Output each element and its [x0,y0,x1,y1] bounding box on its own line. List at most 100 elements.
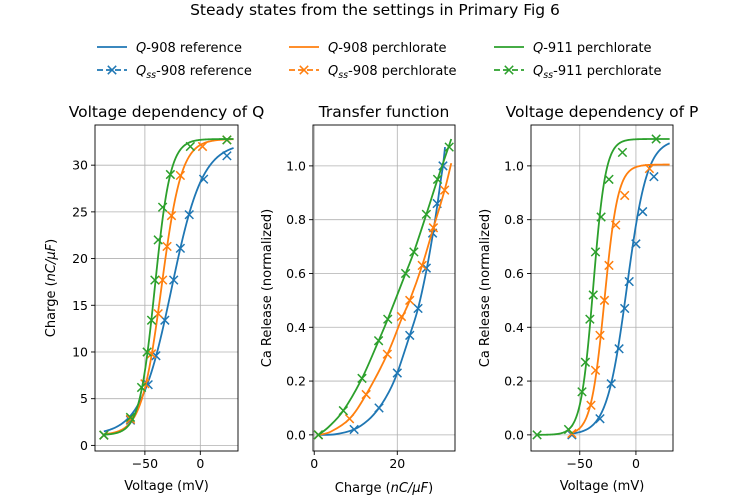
data-point-x-marker [421,209,432,220]
axes-frame [530,124,674,452]
data-point-x-marker [599,295,610,306]
data-point-x-marker [590,247,601,257]
y-tick-label: 0.4 [504,320,524,335]
data-point-x-marker [586,400,596,411]
subplot-title: Transfer function [318,103,450,121]
data-point-x-marker [637,206,648,217]
data-point-x-marker [344,413,355,424]
data-point-x-marker [357,373,367,384]
x-axis-label: Voltage (mV) [124,479,209,494]
data-point-x-marker [99,430,109,440]
y-tick-label: 1.0 [504,158,524,173]
data-point-x-marker [588,290,598,300]
data-point-x-marker [409,247,419,257]
data-point-x-marker [619,303,630,314]
legend-entry: Q-908 reference [97,41,242,56]
data-point-x-marker [361,389,371,400]
x-tick-label: −50 [132,456,158,471]
series-line-908-reference [103,147,234,433]
data-point-x-marker [198,174,209,184]
y-tick-label: 0.8 [286,212,306,227]
data-point-x-marker [374,403,384,413]
series-line-908-reference [318,146,446,436]
y-axis-label: Charge (nC/μF) [44,239,59,337]
data-point-x-marker [349,424,359,435]
data-point-x-marker [184,209,194,220]
data-point-x-marker [428,223,439,233]
y-tick-label: 0.4 [286,320,306,335]
y-axis-label: Ca Release (normalized) [260,209,275,367]
data-point-x-marker [585,314,595,324]
x-tick-label: 0 [196,456,204,471]
series-line-911-perchlorate [537,138,670,436]
legend-label: Q-908 perchlorate [328,41,447,56]
legend-x-marker-icon [504,65,514,75]
legend-label: Qss-908 perchlorate [328,64,456,81]
y-tick-label: 0.2 [504,374,524,389]
axes-frame [312,124,456,452]
data-point-x-marker [590,365,601,376]
subplot-3: −50 0 0.0 0.2 0.4 0.6 0.8 1.0 Voltage dependency… [478,103,698,494]
data-point-x-marker [313,430,324,440]
y-tick-label: 0.6 [286,266,306,281]
data-point-x-marker [649,171,659,182]
series-group [313,138,454,440]
data-point-x-marker [157,275,168,285]
legend-x-marker-icon [107,65,117,75]
y-tick-label: 0.0 [504,427,524,442]
data-point-x-marker [405,330,415,341]
series-line-908-reference [571,142,670,435]
data-point-x-marker [162,241,172,252]
legend-label: Q-911 perchlorate [533,41,652,56]
data-point-x-marker [413,303,423,314]
subplot-title: Voltage dependency of Q [69,103,265,121]
data-point-x-marker [383,314,393,324]
data-point-x-marker [146,315,157,325]
data-point-x-marker [421,263,432,273]
x-tick-label: 0 [310,456,318,471]
legend-entry: Qss-911 perchlorate [494,64,661,81]
y-tick-label: 1.0 [286,158,306,173]
data-point-x-marker [125,412,136,423]
y-tick-label: 20 [72,251,88,266]
data-point-x-marker [392,368,403,378]
axes-frame [94,124,239,452]
data-point-x-marker [596,212,606,222]
data-point-x-marker [153,235,163,245]
series-line-911-perchlorate [103,138,234,436]
data-point-x-marker [417,260,427,271]
data-point-x-marker [595,413,605,424]
y-tick-label: 5 [80,391,88,406]
data-point-x-marker [405,295,415,306]
legend-entry: Q-908 perchlorate [289,41,447,56]
legend-x-marker-icon [299,65,309,75]
legend-label: Qss-911 perchlorate [533,64,661,81]
legend-entry: Q-911 perchlorate [494,41,652,56]
data-point-x-marker [617,147,628,158]
data-point-x-marker [651,134,661,144]
data-point-x-marker [595,330,605,341]
data-point-x-marker [136,382,147,393]
data-point-x-marker [338,405,349,416]
legend-entry: Qss-908 perchlorate [289,64,456,81]
data-point-x-marker [619,190,630,201]
subplot-title: Voltage dependency of P [506,103,699,121]
y-tick-label: 10 [72,344,88,359]
series-group [532,134,670,440]
data-point-x-marker [604,174,614,185]
data-point-x-marker [444,142,454,152]
data-point-x-marker [606,379,616,389]
data-point-x-marker [168,275,179,285]
series-line-908-perchlorate [103,138,234,436]
data-point-x-marker [577,387,587,397]
data-point-x-marker [157,202,168,212]
data-point-x-marker [222,151,232,161]
data-point-x-marker [165,169,176,180]
legend: Q-908 reference Qss-908 reference Q-908 pe… [97,41,661,81]
series-line-908-perchlorate [318,162,453,436]
data-point-x-marker [604,260,614,271]
y-tick-label: 0.0 [286,427,306,442]
series-group [99,135,234,440]
data-point-x-marker [222,135,232,145]
